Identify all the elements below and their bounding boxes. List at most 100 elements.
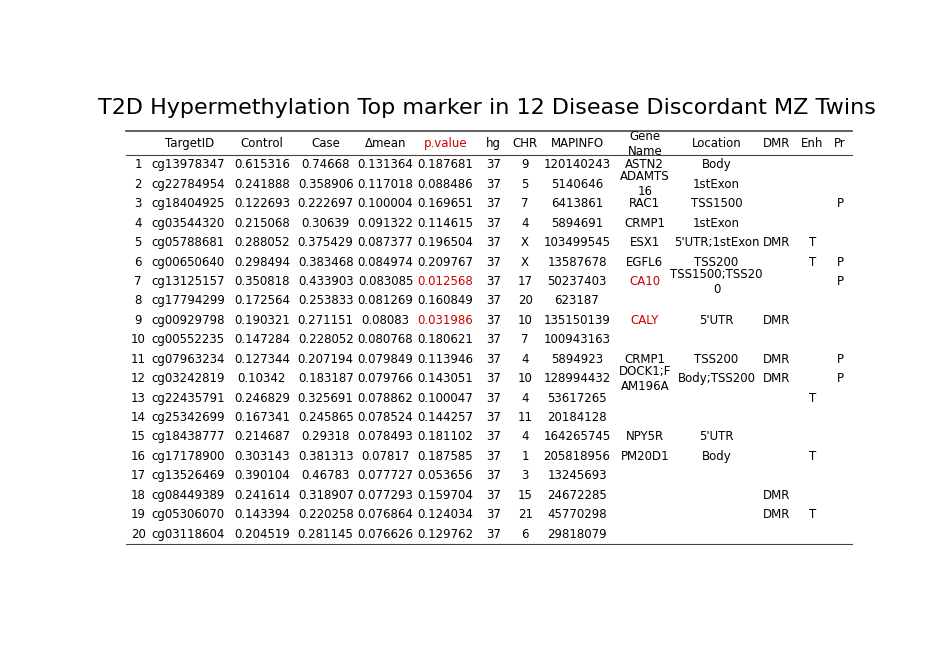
Text: 164265745: 164265745 <box>543 430 611 444</box>
Text: 37: 37 <box>486 411 500 424</box>
Text: 3: 3 <box>134 197 142 210</box>
Text: T: T <box>808 508 816 521</box>
Text: Δmean: Δmean <box>365 137 406 150</box>
Text: 29818079: 29818079 <box>547 528 607 540</box>
Text: EGFL6: EGFL6 <box>626 256 664 269</box>
Text: cg00552235: cg00552235 <box>151 333 224 347</box>
Text: Control: Control <box>241 137 283 150</box>
Text: cg00650640: cg00650640 <box>151 256 224 269</box>
Text: 0.088486: 0.088486 <box>417 178 474 191</box>
Text: 0.350818: 0.350818 <box>234 275 290 288</box>
Text: 37: 37 <box>486 216 500 230</box>
Text: 120140243: 120140243 <box>543 159 611 171</box>
Text: 0.169651: 0.169651 <box>417 197 474 210</box>
Text: 50237403: 50237403 <box>547 275 607 288</box>
Text: 0.281145: 0.281145 <box>298 528 354 540</box>
Text: 0.207194: 0.207194 <box>298 353 354 366</box>
Text: 1stExon: 1stExon <box>693 216 740 230</box>
Text: 6413861: 6413861 <box>551 197 603 210</box>
Text: 6: 6 <box>134 256 142 269</box>
Text: 10: 10 <box>131 333 146 347</box>
Text: 37: 37 <box>486 159 500 171</box>
Text: 9: 9 <box>521 159 529 171</box>
Text: cg18404925: cg18404925 <box>151 197 225 210</box>
Text: 15: 15 <box>517 489 533 502</box>
Text: 13587678: 13587678 <box>547 256 607 269</box>
Text: TargetID: TargetID <box>165 137 215 150</box>
Text: 20184128: 20184128 <box>547 411 607 424</box>
Text: 0.078862: 0.078862 <box>358 392 414 404</box>
Text: Pr: Pr <box>834 137 846 150</box>
Text: 0.10342: 0.10342 <box>238 373 286 385</box>
Text: DOCK1;F
AM196A: DOCK1;F AM196A <box>618 365 671 392</box>
Text: 0.144257: 0.144257 <box>417 411 474 424</box>
Text: 0.076626: 0.076626 <box>358 528 414 540</box>
Text: 0.143394: 0.143394 <box>234 508 290 521</box>
Text: 4: 4 <box>134 216 142 230</box>
Text: cg07963234: cg07963234 <box>151 353 225 366</box>
Text: T: T <box>808 236 816 249</box>
Text: DMR: DMR <box>763 508 790 521</box>
Text: 0.100004: 0.100004 <box>358 197 414 210</box>
Text: RAC1: RAC1 <box>630 197 660 210</box>
Text: 0.078524: 0.078524 <box>358 411 414 424</box>
Text: DMR: DMR <box>763 314 790 327</box>
Text: 0.615316: 0.615316 <box>234 159 290 171</box>
Text: 0.190321: 0.190321 <box>234 314 290 327</box>
Text: 0.117018: 0.117018 <box>358 178 414 191</box>
Text: 37: 37 <box>486 314 500 327</box>
Text: 37: 37 <box>486 508 500 521</box>
Text: 0.241614: 0.241614 <box>234 489 290 502</box>
Text: TSS1500: TSS1500 <box>690 197 743 210</box>
Text: DMR: DMR <box>763 373 790 385</box>
Text: DMR: DMR <box>763 137 790 150</box>
Text: 0.241888: 0.241888 <box>234 178 290 191</box>
Text: 6: 6 <box>521 528 529 540</box>
Text: CRMP1: CRMP1 <box>624 216 666 230</box>
Text: 0.159704: 0.159704 <box>417 489 474 502</box>
Text: 0.187585: 0.187585 <box>417 450 474 463</box>
Text: cg13125157: cg13125157 <box>151 275 225 288</box>
Text: 37: 37 <box>486 373 500 385</box>
Text: 0.271151: 0.271151 <box>298 314 354 327</box>
Text: Body;TSS200: Body;TSS200 <box>678 373 756 385</box>
Text: ESX1: ESX1 <box>630 236 660 249</box>
Text: X: X <box>521 236 529 249</box>
Text: 5'UTR: 5'UTR <box>699 314 734 327</box>
Text: 37: 37 <box>486 430 500 444</box>
Text: 7: 7 <box>521 333 529 347</box>
Text: cg25342699: cg25342699 <box>151 411 225 424</box>
Text: 0.091322: 0.091322 <box>358 216 414 230</box>
Text: CA10: CA10 <box>630 275 660 288</box>
Text: 4: 4 <box>521 353 529 366</box>
Text: cg05788681: cg05788681 <box>151 236 224 249</box>
Text: P: P <box>837 373 844 385</box>
Text: 0.083085: 0.083085 <box>358 275 413 288</box>
Text: 5894691: 5894691 <box>551 216 603 230</box>
Text: 0.076864: 0.076864 <box>358 508 414 521</box>
Text: Body: Body <box>702 450 731 463</box>
Text: 4: 4 <box>521 216 529 230</box>
Text: 20: 20 <box>517 294 533 307</box>
Text: 0.383468: 0.383468 <box>298 256 354 269</box>
Text: P: P <box>837 256 844 269</box>
Text: 103499545: 103499545 <box>543 236 611 249</box>
Text: 0.077293: 0.077293 <box>358 489 414 502</box>
Text: cg00929798: cg00929798 <box>151 314 225 327</box>
Text: 15: 15 <box>131 430 146 444</box>
Text: Enh: Enh <box>801 137 824 150</box>
Text: ADAMTS
16: ADAMTS 16 <box>620 171 670 199</box>
Text: 18: 18 <box>131 489 146 502</box>
Text: 2: 2 <box>134 178 142 191</box>
Text: Body: Body <box>702 159 731 171</box>
Text: 5140646: 5140646 <box>551 178 603 191</box>
Text: 11: 11 <box>130 353 146 366</box>
Text: 0.303143: 0.303143 <box>234 450 290 463</box>
Text: 0.081269: 0.081269 <box>358 294 414 307</box>
Text: p.value: p.value <box>423 137 467 150</box>
Text: 7: 7 <box>521 197 529 210</box>
Text: 0.74668: 0.74668 <box>301 159 350 171</box>
Text: TSS200: TSS200 <box>694 353 739 366</box>
Text: 12: 12 <box>130 373 146 385</box>
Text: 0.08083: 0.08083 <box>361 314 410 327</box>
